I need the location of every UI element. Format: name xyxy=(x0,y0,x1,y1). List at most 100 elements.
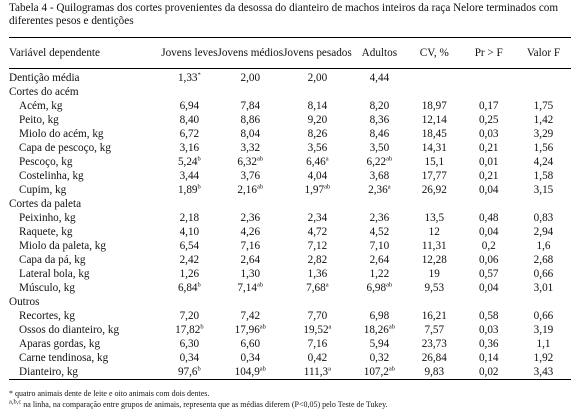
table-cell xyxy=(462,69,516,86)
table-cell: 3,16 xyxy=(161,141,217,155)
cell-value: 0,06 xyxy=(478,253,499,266)
row-label: Costelinha, kg xyxy=(19,169,84,182)
cell-value: 0,03 xyxy=(478,127,499,140)
cell-value: 7,14 xyxy=(237,281,257,294)
cell-value: 2,94 xyxy=(533,225,554,238)
cell-value: 104,9 xyxy=(234,365,260,378)
table-cell: 7,12 xyxy=(283,239,352,253)
cell-value: 8,14 xyxy=(307,99,328,112)
cell-value: 8,04 xyxy=(240,127,261,140)
table-cell: 3,56 xyxy=(283,141,352,155)
footnote: * quatro animais dente de leite e oito a… xyxy=(9,388,575,399)
cell-value: 4,10 xyxy=(179,225,200,238)
table-cell: 0,17 xyxy=(462,99,516,113)
table-cell: 18,97 xyxy=(407,99,462,113)
table-cell: 5,24b xyxy=(161,155,217,169)
table-cell: 6,32ab xyxy=(217,155,283,169)
cell-value: 0,66 xyxy=(533,309,554,322)
cell-value: 3,44 xyxy=(179,169,200,182)
cell-value: 0,02 xyxy=(478,365,499,378)
table-cell: 1,58 xyxy=(516,169,571,183)
cell-value: 3,01 xyxy=(533,281,554,294)
cell-value: 15,1 xyxy=(424,155,445,168)
table-cell: 0,42 xyxy=(283,351,352,365)
table-cell: 111,3a xyxy=(283,365,352,380)
table-cell: 3,01 xyxy=(516,281,571,295)
cell-value: 3,29 xyxy=(533,127,554,140)
table-cell: 0,04 xyxy=(462,183,516,197)
table-cell: 3,19 xyxy=(516,323,571,337)
header-jovens-leves: Jovens leves xyxy=(161,37,218,69)
row-label: Dianteiro, kg xyxy=(19,365,79,378)
cell-value: 2,36 xyxy=(368,183,388,196)
cell-value: 3,56 xyxy=(307,141,328,154)
table-cell: 16,21 xyxy=(407,309,462,323)
cell-value: 13,5 xyxy=(424,211,445,224)
cell-value: 6,94 xyxy=(179,99,200,112)
table-cell: 0,36 xyxy=(462,337,516,351)
table-cell: 2,18 xyxy=(161,211,217,225)
table-row: Músculo, kg 6,84b 7,14ab 7,68a 6,98ab 9,53 0,0… xyxy=(9,281,571,295)
cell-value: 2,82 xyxy=(307,253,328,266)
table-cell: 5,94 xyxy=(352,337,407,351)
significance-mark: ab xyxy=(388,322,396,330)
table-cell: 3,43 xyxy=(516,365,571,380)
cell-value: 0,21 xyxy=(478,169,499,182)
table-row: Raquete, kg 4,10 4,26 4,72 4,52 12 0,04 2,94 xyxy=(9,225,571,239)
cell-value: 9,53 xyxy=(424,281,445,294)
cell-value: 0,25 xyxy=(478,113,499,126)
table-row: Miolo da paleta, kg 6,54 7,16 7,12 7,10 11,31… xyxy=(9,239,571,253)
row-label: Cupim, kg xyxy=(19,183,67,196)
table-cell: 2,94 xyxy=(516,225,571,239)
table-cell: 6,98ab xyxy=(352,281,407,295)
significance-mark: a xyxy=(328,364,332,372)
table-cell: 1,75 xyxy=(516,99,571,113)
table-cell: 3,76 xyxy=(217,169,283,183)
table-cell: 4,72 xyxy=(283,225,352,239)
cell-value: 19,52 xyxy=(303,323,329,336)
cell-value: 1,89 xyxy=(177,183,198,196)
cell-value: 3,43 xyxy=(533,365,554,378)
table-cell: 1,22 xyxy=(352,267,407,281)
table-cell: 6,84b xyxy=(161,281,217,295)
table-cell: 2,36a xyxy=(352,183,407,197)
cell-value: 2,34 xyxy=(307,211,328,224)
cell-value: 12,28 xyxy=(421,253,447,266)
table-cell: 6,46a xyxy=(283,155,352,169)
table-cell: 0,58 xyxy=(462,309,516,323)
cell-value: 23,73 xyxy=(421,337,447,350)
significance-mark: ab xyxy=(256,280,264,288)
table-cell: 8,20 xyxy=(352,99,407,113)
table-cell: 19,52a xyxy=(283,323,352,337)
table-cell: 104,9ab xyxy=(217,365,283,380)
cell-value: 6,98 xyxy=(366,281,387,294)
table-cell: 0,14 xyxy=(462,351,516,365)
table-cell: 15,1 xyxy=(407,155,462,169)
cell-value: 0,21 xyxy=(478,141,499,154)
cell-value: 3,16 xyxy=(179,141,200,154)
cell-value: 9,20 xyxy=(307,113,328,126)
table-cell: 8,26 xyxy=(283,127,352,141)
cell-value: 0,48 xyxy=(478,211,499,224)
table-cell: 4,44 xyxy=(352,69,407,86)
cell-value: 0,32 xyxy=(369,351,390,364)
row-label: Cortes da paleta xyxy=(9,197,82,210)
cell-value: 1,6 xyxy=(536,239,551,252)
cell-value: 12,14 xyxy=(421,113,447,126)
cell-value: 16,21 xyxy=(421,309,447,322)
table-cell: 17,82b xyxy=(161,323,217,337)
header-variable: Variável dependente xyxy=(9,37,162,69)
table-cell: 13,5 xyxy=(407,211,462,225)
cell-value: 0,36 xyxy=(478,337,499,350)
table-cell: 26,84 xyxy=(407,351,462,365)
cell-value: 8,36 xyxy=(369,113,390,126)
table-cell: 7,68a xyxy=(283,281,352,295)
table-row: Peixinho, kg 2,18 2,36 2,34 2,36 13,5 0,48 0,83 xyxy=(9,211,571,225)
table-cell: 18,26ab xyxy=(352,323,407,337)
cell-value: 8,26 xyxy=(307,127,328,140)
cell-value: 1,1 xyxy=(536,337,551,350)
cell-value: 7,68 xyxy=(306,281,326,294)
table-cell: 1,6 xyxy=(516,239,571,253)
cell-value: 9,83 xyxy=(424,365,445,378)
cell-value: 12 xyxy=(428,225,440,238)
